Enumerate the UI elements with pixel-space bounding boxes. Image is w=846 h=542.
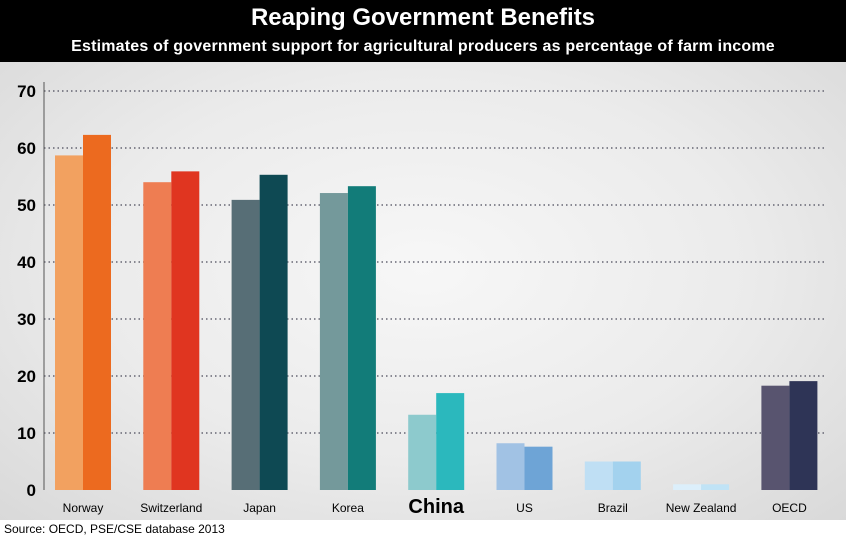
bar-norway-series-2 — [83, 134, 111, 490]
x-category-label: US — [516, 501, 533, 515]
x-category-label: Switzerland — [140, 501, 202, 515]
bar-china-series-2 — [436, 393, 465, 490]
x-category-label: Norway — [63, 501, 104, 515]
bar-brazil-series-2 — [612, 461, 641, 490]
chart-header: Reaping Government Benefits Estimates of… — [0, 0, 846, 62]
x-category-label: Korea — [332, 501, 364, 515]
x-category-label: Brazil — [598, 501, 628, 515]
bar-brazil-series-1 — [584, 461, 613, 490]
bar-china-series-1 — [408, 414, 437, 490]
bar-us-series-2 — [524, 446, 553, 490]
x-category-label: OECD — [772, 501, 807, 515]
bar-switzerland-series-1 — [143, 182, 172, 490]
y-tick-label: 10 — [17, 424, 36, 443]
bar-switzerland-series-2 — [171, 171, 200, 490]
x-category-label: Japan — [243, 501, 276, 515]
bar-chart: 0 10 20 30 40 50 60 70 Norway Switzerland Japan Kor… — [17, 82, 826, 518]
y-tick-label: 40 — [17, 253, 36, 272]
bar-us-series-1 — [496, 443, 525, 490]
y-tick-label: 70 — [17, 82, 36, 101]
bar-japan-series-2 — [259, 174, 288, 490]
y-tick-label: 30 — [17, 310, 36, 329]
bar-oecd-series-1 — [761, 385, 790, 490]
bar-new-zealand-series-2 — [701, 484, 730, 490]
bar-norway-series-1 — [55, 155, 83, 490]
bar-new-zealand-series-1 — [673, 484, 702, 490]
bar-oecd-series-2 — [789, 381, 818, 490]
y-tick-label: 0 — [27, 481, 36, 500]
source-note: Source: OECD, PSE/CSE database 2013 — [4, 522, 225, 536]
y-tick-label: 20 — [17, 367, 36, 386]
chart-subtitle: Estimates of government support for agri… — [71, 38, 775, 55]
y-tick-label: 50 — [17, 196, 36, 215]
x-category-label: China — [408, 496, 464, 518]
y-tick-label: 60 — [17, 139, 36, 158]
bar-korea-series-2 — [347, 186, 376, 490]
chart-title: Reaping Government Benefits — [250, 4, 596, 31]
plot-area: 0 10 20 30 40 50 60 70 Norway Switzerland Japan Kor… — [0, 62, 846, 520]
bar-korea-series-1 — [319, 193, 348, 490]
x-category-label: New Zealand — [666, 501, 737, 515]
bar-japan-series-1 — [231, 199, 260, 490]
